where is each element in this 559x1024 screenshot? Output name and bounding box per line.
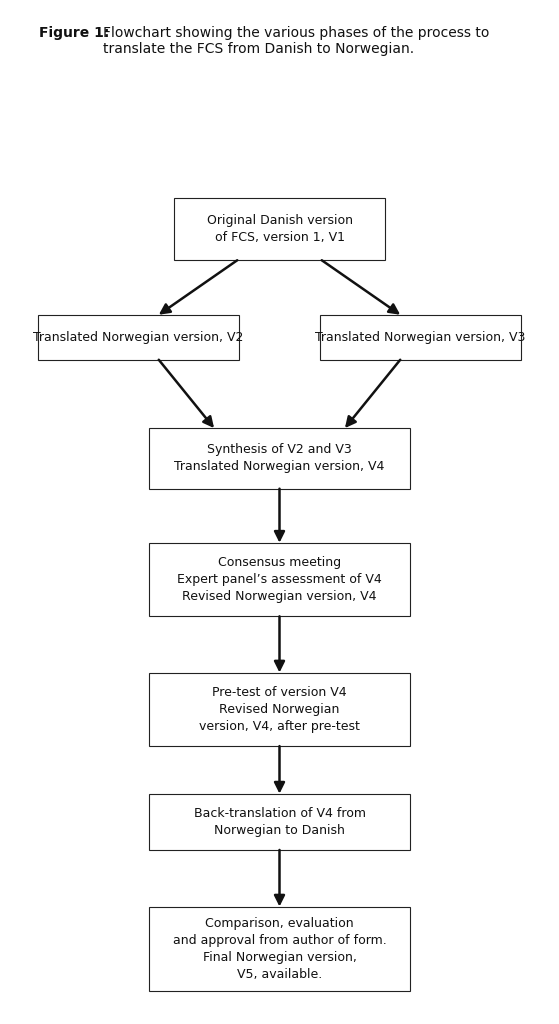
Text: Consensus meeting
Expert panel’s assessment of V4
Revised Norwegian version, V4: Consensus meeting Expert panel’s assessm…	[177, 556, 382, 603]
FancyBboxPatch shape	[149, 428, 410, 488]
Text: Back-translation of V4 from
Norwegian to Danish: Back-translation of V4 from Norwegian to…	[193, 807, 366, 837]
Text: Figure 1:: Figure 1:	[39, 26, 110, 40]
Text: Original Danish version
of FCS, version 1, V1: Original Danish version of FCS, version …	[206, 214, 353, 244]
Text: Translated Norwegian version, V2: Translated Norwegian version, V2	[34, 331, 244, 344]
Text: Translated Norwegian version, V3: Translated Norwegian version, V3	[315, 331, 525, 344]
Text: Comparison, evaluation
and approval from author of form.
Final Norwegian version: Comparison, evaluation and approval from…	[173, 918, 386, 981]
FancyBboxPatch shape	[149, 794, 410, 850]
FancyBboxPatch shape	[38, 314, 239, 359]
FancyBboxPatch shape	[174, 198, 385, 260]
Text: Synthesis of V2 and V3
Translated Norwegian version, V4: Synthesis of V2 and V3 Translated Norweg…	[174, 443, 385, 473]
FancyBboxPatch shape	[149, 543, 410, 616]
Text: Pre-test of version V4
Revised Norwegian
version, V4, after pre-test: Pre-test of version V4 Revised Norwegian…	[199, 686, 360, 733]
FancyBboxPatch shape	[149, 906, 410, 991]
FancyBboxPatch shape	[149, 673, 410, 746]
FancyBboxPatch shape	[320, 314, 521, 359]
Text: Flowchart showing the various phases of the process to
translate the FCS from Da: Flowchart showing the various phases of …	[103, 26, 490, 55]
